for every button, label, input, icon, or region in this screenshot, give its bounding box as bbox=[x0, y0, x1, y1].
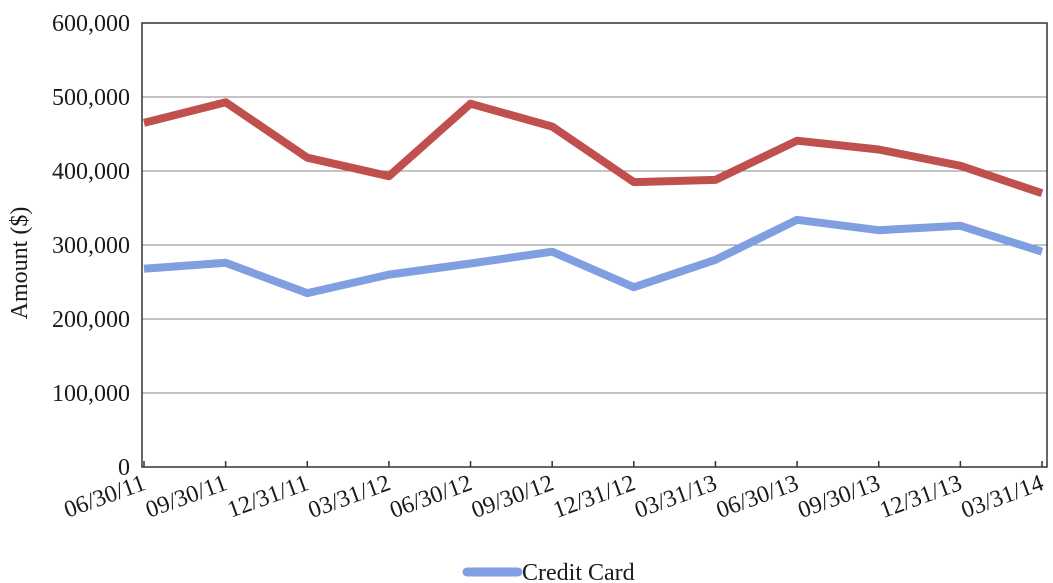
x-axis-tick-labels: 06/30/1109/30/1112/31/1103/31/1206/30/12… bbox=[61, 461, 1047, 524]
x-tick-label: 09/30/13 bbox=[795, 470, 884, 524]
y-tick-label: 600,000 bbox=[52, 11, 130, 37]
x-tick-label: 06/30/13 bbox=[713, 470, 802, 524]
plot-area-frame bbox=[141, 22, 1048, 468]
series-line-red bbox=[143, 98, 1044, 197]
x-tick-label: 03/31/13 bbox=[631, 470, 720, 524]
x-tick-label: 06/30/12 bbox=[387, 470, 476, 524]
legend: Credit Card bbox=[462, 560, 635, 583]
x-tick-label: 12/31/12 bbox=[550, 470, 639, 524]
x-tick-label: 09/30/11 bbox=[142, 470, 230, 523]
x-tick-label: 03/31/14 bbox=[958, 470, 1047, 524]
series-lines bbox=[143, 98, 1044, 298]
y-tick-label: 100,000 bbox=[52, 381, 130, 407]
y-tick-label: 500,000 bbox=[52, 85, 130, 111]
x-tick-label: 12/31/11 bbox=[224, 470, 312, 523]
legend-label-credit-card: Credit Card bbox=[522, 560, 635, 583]
y-tick-label: 0 bbox=[118, 455, 130, 481]
y-tick-label: 400,000 bbox=[52, 159, 130, 185]
grid-lines bbox=[142, 96, 1047, 394]
y-tick-label: 300,000 bbox=[52, 233, 130, 259]
series-line-credit-card bbox=[143, 215, 1044, 298]
x-tick-label: 09/30/12 bbox=[468, 470, 557, 524]
y-axis-tick-labels: 0 100,000 200,000 300,000 400,000 500,000 600,… bbox=[52, 11, 130, 481]
x-tick-label: 03/31/12 bbox=[305, 470, 394, 524]
x-tick-label: 06/30/11 bbox=[61, 470, 149, 523]
x-tick-label: 12/31/13 bbox=[876, 470, 965, 524]
y-axis-title: Amount ($) bbox=[7, 207, 33, 320]
y-tick-label: 200,000 bbox=[52, 307, 130, 333]
